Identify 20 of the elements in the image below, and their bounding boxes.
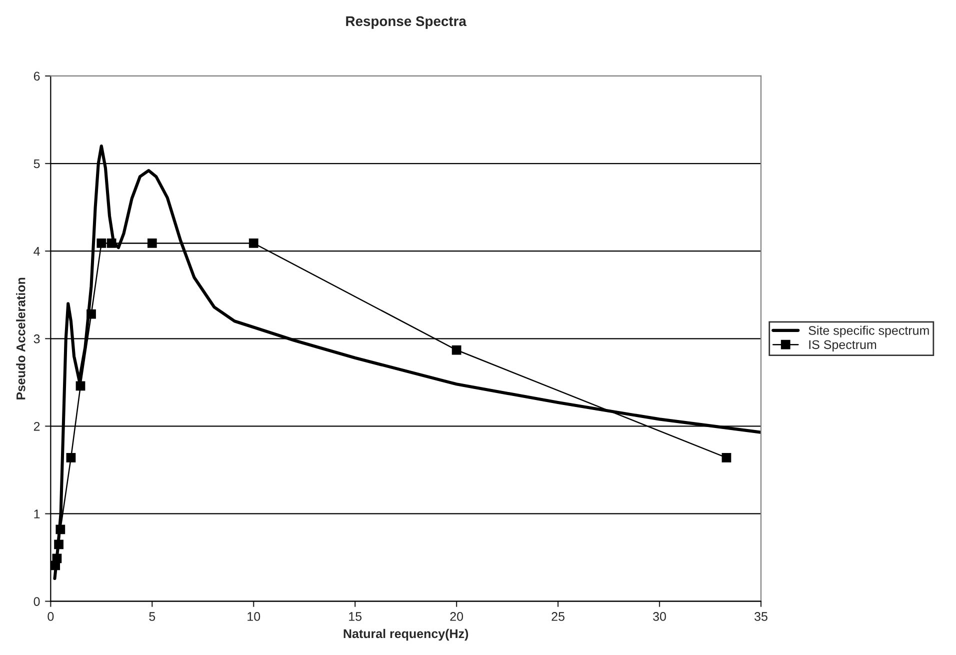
x-tick-label: 15 bbox=[349, 612, 362, 621]
chart-title: Response Spectra bbox=[346, 16, 467, 29]
x-axis-title: Natural requency(Hz) bbox=[344, 628, 468, 641]
y-tick-label: 0 bbox=[34, 597, 40, 606]
y-tick-label: 2 bbox=[34, 422, 40, 431]
legend-label: IS Spectrum bbox=[809, 340, 876, 352]
y-tick-label: 4 bbox=[34, 247, 40, 256]
x-tick-label: 10 bbox=[248, 612, 260, 621]
y-tick-label: 5 bbox=[34, 159, 40, 168]
x-tick-label: 30 bbox=[653, 612, 666, 621]
x-tick-label: 35 bbox=[754, 612, 768, 621]
y-axis-title: Pseudo Acceleration bbox=[16, 278, 26, 400]
y-tick-label: 1 bbox=[34, 510, 40, 518]
y-tick-label: 6 bbox=[34, 72, 40, 81]
y-tick-label: 3 bbox=[34, 334, 40, 344]
x-tick-label: 5 bbox=[149, 612, 156, 621]
x-tick-label: 25 bbox=[552, 612, 564, 621]
x-tick-label: 0 bbox=[48, 612, 54, 621]
x-tick-label: 20 bbox=[450, 612, 464, 621]
legend-label: Site specific spectrum bbox=[808, 326, 929, 338]
